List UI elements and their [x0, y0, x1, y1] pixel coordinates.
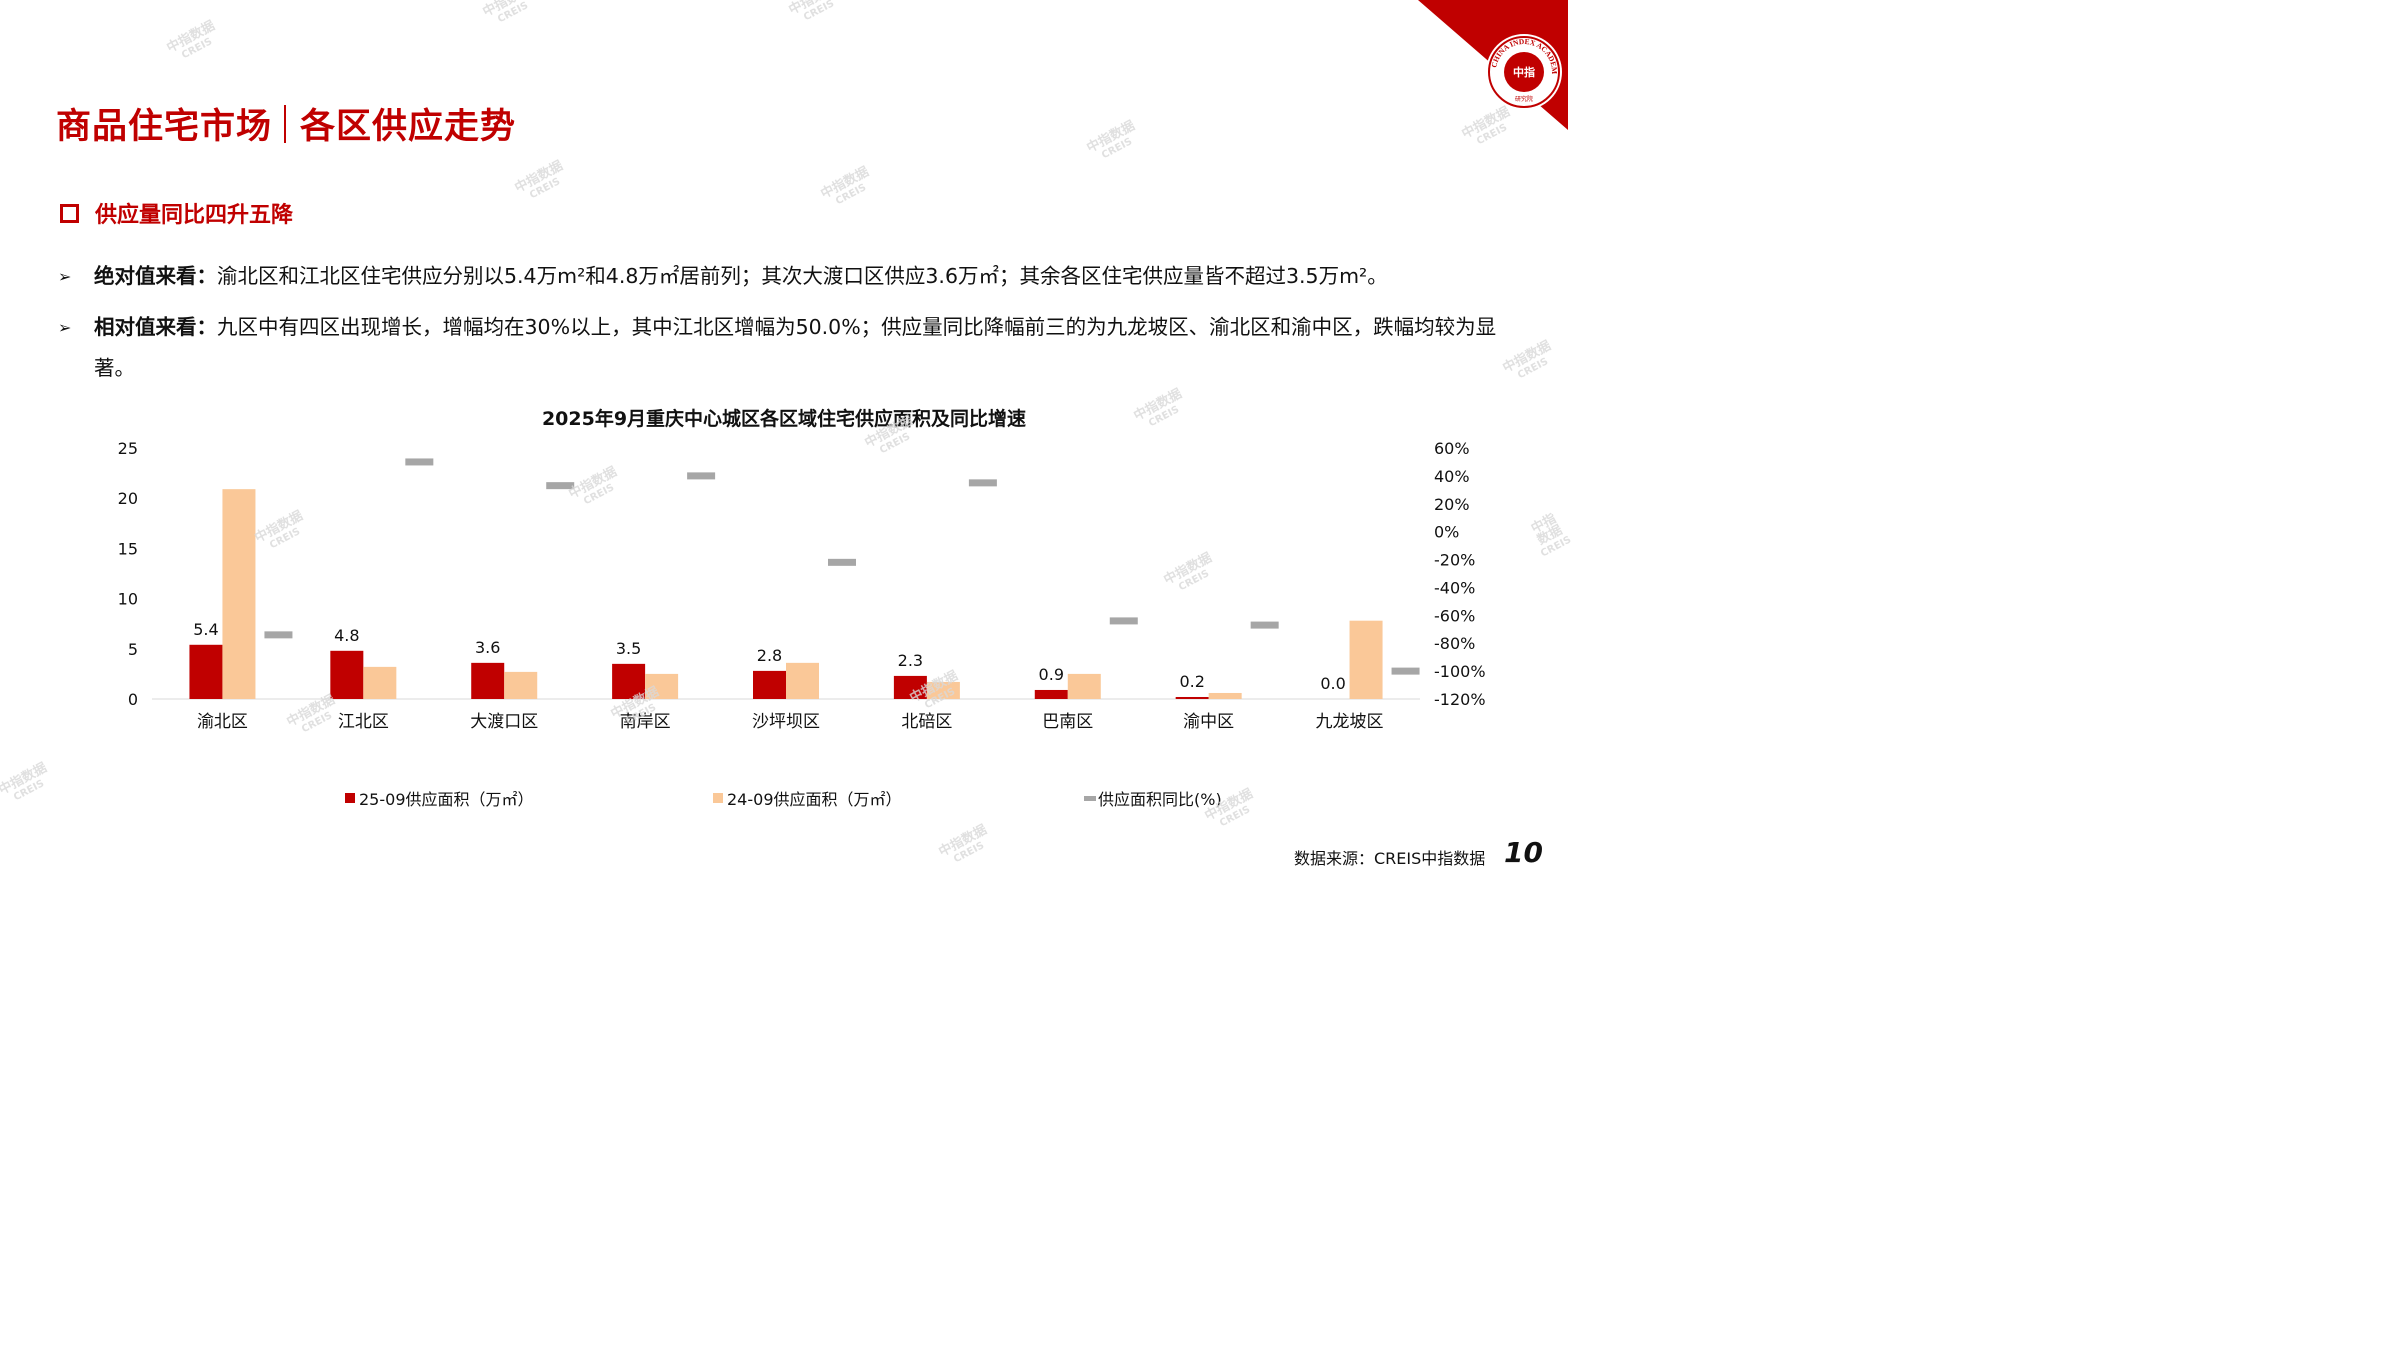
- y-right-tick-label: -60%: [1434, 606, 1475, 625]
- page-title: 商品住宅市场 各区供应走势: [56, 98, 516, 149]
- bar-24-09: [504, 671, 538, 699]
- data-label: 2.8: [757, 646, 782, 665]
- y-right-tick-label: -120%: [1434, 690, 1486, 709]
- page-title-secondary: 各区供应走势: [300, 107, 517, 147]
- y-left-tick-label: 10: [118, 590, 138, 609]
- data-label: 0.2: [1179, 672, 1204, 691]
- svg-text:研究院: 研究院: [1515, 95, 1533, 103]
- legend-swatch-dash: [1084, 795, 1096, 801]
- bar-24-09: [786, 662, 819, 699]
- y-left-tick-label: 0: [128, 690, 138, 709]
- legend-swatch-red: [345, 793, 355, 803]
- section-heading: 供应量同比四升五降: [60, 197, 293, 229]
- bar-24-09: [645, 673, 679, 699]
- yoy-dash-marker: [968, 479, 997, 487]
- bar-25-09: [1034, 689, 1068, 699]
- x-tick-label: 渝北区: [197, 712, 248, 732]
- legend-label: 24-09供应面积（万㎡）: [727, 790, 902, 809]
- data-label: 3.5: [616, 639, 641, 658]
- yoy-dash-marker: [828, 558, 856, 566]
- bar-25-09: [471, 662, 505, 699]
- bar-24-09: [363, 666, 397, 699]
- y-right-tick-label: 40%: [1434, 467, 1470, 486]
- x-tick-label: 南岸区: [620, 712, 671, 732]
- legend-item-24-09: 24-09供应面积（万㎡）: [713, 786, 902, 810]
- legend-label: 供应面积同比(%): [1098, 790, 1222, 809]
- bar-24-09: [1208, 692, 1242, 699]
- y-right-tick-label: 20%: [1434, 495, 1470, 514]
- x-tick-label: 大渡口区: [470, 712, 538, 732]
- data-label: 5.4: [193, 620, 218, 639]
- y-right-tick-label: -40%: [1434, 578, 1475, 597]
- bullet-label: 相对值来看：: [94, 315, 217, 339]
- legend-item-yoy: 供应面积同比(%): [1084, 786, 1222, 810]
- bar-25-09: [893, 675, 927, 699]
- y-left-tick-label: 25: [118, 439, 138, 458]
- y-left-tick-label: 15: [118, 539, 138, 558]
- bar-25-09: [753, 670, 786, 699]
- data-label: 0.9: [1039, 665, 1064, 684]
- yoy-dash-marker: [405, 458, 434, 466]
- x-tick-label: 渝中区: [1183, 712, 1234, 732]
- bullet-text: 九区中有四区出现增长，增幅均在30%以上，其中江北区增幅为50.0%；供应量同比…: [94, 315, 1497, 380]
- square-bullet-icon: [60, 203, 79, 223]
- y-right-tick-label: -80%: [1434, 634, 1475, 653]
- bar-24-09: [926, 681, 960, 699]
- bullet-point-relative: ➢ 相对值来看：九区中有四区出现增长，增幅均在30%以上，其中江北区增幅为50.…: [58, 307, 1528, 389]
- bar-24-09: [222, 489, 256, 699]
- bar-25-09: [1175, 696, 1209, 699]
- x-tick-label: 江北区: [338, 712, 389, 732]
- bar-24-09: [1067, 673, 1101, 699]
- y-left-tick-label: 20: [118, 489, 138, 508]
- data-label: 3.6: [475, 638, 500, 657]
- x-tick-label: 北碚区: [901, 712, 952, 732]
- data-label: 0.0: [1320, 674, 1345, 693]
- data-source: 数据来源：CREIS中指数据: [1294, 849, 1486, 868]
- y-left-tick-label: 5: [128, 640, 138, 659]
- chart-title: 2025年9月重庆中心城区各区域住宅供应面积及同比增速: [541, 408, 1027, 430]
- yoy-dash-marker: [687, 472, 716, 480]
- yoy-dash-marker: [1250, 621, 1279, 629]
- legend-item-25-09: 25-09供应面积（万㎡）: [345, 786, 534, 810]
- x-tick-label: 沙坪坝区: [752, 712, 820, 732]
- bullet-point-absolute: ➢ 绝对值来看：渝北区和江北区住宅供应分别以5.4万m²和4.8万㎡居前列；其次…: [58, 256, 1528, 297]
- yoy-dash-marker: [264, 631, 293, 639]
- arrow-bullet-icon: ➢: [58, 318, 72, 337]
- x-tick-label: 巴南区: [1042, 712, 1093, 732]
- arrow-bullet-icon: ➢: [58, 267, 72, 286]
- bar-25-09: [612, 663, 646, 699]
- y-right-tick-label: 0%: [1434, 523, 1459, 542]
- bar-25-09: [189, 644, 223, 699]
- y-right-tick-label: 60%: [1434, 439, 1470, 458]
- yoy-dash-marker: [1391, 667, 1420, 675]
- yoy-dash-marker: [546, 482, 575, 490]
- legend-label: 25-09供应面积（万㎡）: [359, 790, 534, 809]
- data-label: 4.8: [334, 626, 359, 645]
- svg-text:中指: 中指: [1513, 65, 1535, 79]
- x-tick-label: 九龙坡区: [1316, 712, 1384, 732]
- legend-swatch-peach: [713, 793, 723, 803]
- title-divider: [284, 104, 287, 143]
- page-number: 10: [1504, 836, 1543, 869]
- bullet-text: 渝北区和江北区住宅供应分别以5.4万m²和4.8万㎡居前列；其次大渡口区供应3.…: [217, 264, 1388, 288]
- bar-24-09: [1349, 620, 1383, 699]
- y-right-tick-label: -100%: [1434, 662, 1486, 681]
- bullet-label: 绝对值来看：: [94, 264, 217, 288]
- corner-logo: CHINA INDEX ACADEMY 中指 研究院: [1418, 0, 1568, 130]
- section-heading-text: 供应量同比四升五降: [95, 203, 294, 228]
- data-label: 2.3: [898, 651, 923, 670]
- y-right-tick-label: -20%: [1434, 551, 1475, 570]
- yoy-dash-marker: [1109, 617, 1138, 625]
- bar-25-09: [330, 650, 364, 699]
- supply-chart: 0 5 10 15 20 25 -120% -100% -80% -60% -40% -20% 0% 20…: [118, 439, 1486, 732]
- page-title-primary: 商品住宅市场: [56, 107, 273, 147]
